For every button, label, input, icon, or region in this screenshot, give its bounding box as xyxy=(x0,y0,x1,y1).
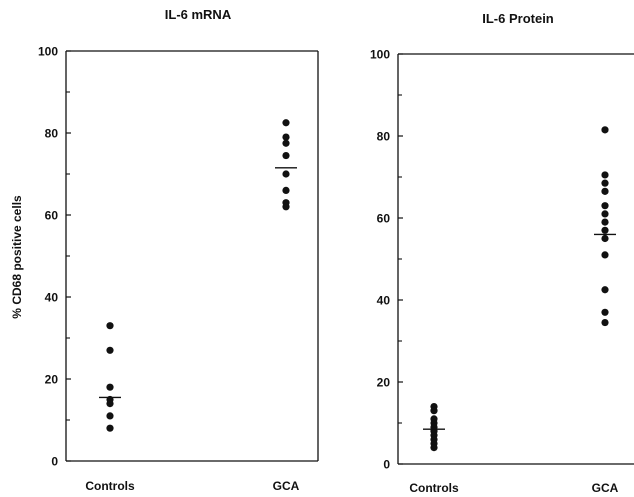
y-tick-label: 40 xyxy=(377,294,391,308)
data-point xyxy=(282,119,290,127)
chart-panel-il6-mrna: IL-6 mRNA 0 20 40 60 80 100 Controls GCA xyxy=(38,7,319,493)
data-point xyxy=(106,383,114,391)
y-tick-label: 0 xyxy=(383,458,390,472)
y-tick-label: 100 xyxy=(370,48,390,62)
y-tick-label: 20 xyxy=(45,373,59,387)
data-point xyxy=(601,187,609,195)
data-point xyxy=(601,226,609,234)
y-tick-label: 80 xyxy=(377,130,391,144)
y-axis-label: % CD68 positive cells xyxy=(10,195,24,319)
data-point xyxy=(601,318,609,327)
data-point xyxy=(282,151,290,160)
x-category-label: GCA xyxy=(592,481,619,495)
data-point xyxy=(601,126,609,134)
data-point xyxy=(282,203,290,211)
chart-title: IL-6 mRNA xyxy=(165,7,232,22)
data-point xyxy=(106,424,114,432)
y-tick-label: 100 xyxy=(38,45,58,59)
chart-panel-il6-protein: IL-6 Protein 0 20 40 60 80 100 Controls GCA xyxy=(370,11,634,495)
data-point xyxy=(601,179,609,187)
plot-marks: 0 20 40 60 80 100 Controls GCA xyxy=(38,45,319,493)
data-point xyxy=(601,171,609,179)
data-point xyxy=(282,133,290,141)
data-point xyxy=(106,412,114,420)
data-point xyxy=(106,322,114,330)
x-category-label: Controls xyxy=(85,479,135,493)
chart-title: IL-6 Protein xyxy=(482,11,554,26)
data-point xyxy=(282,186,290,194)
data-point xyxy=(106,346,114,354)
data-point xyxy=(282,139,290,147)
y-tick-label: 60 xyxy=(377,212,391,226)
y-tick-label: 20 xyxy=(377,376,391,390)
y-tick-label: 60 xyxy=(45,209,59,223)
data-point xyxy=(430,407,438,415)
data-point xyxy=(601,286,609,294)
y-tick-label: 80 xyxy=(45,127,59,141)
y-tick-label: 40 xyxy=(45,291,59,305)
data-point xyxy=(430,444,438,452)
data-point xyxy=(601,234,609,243)
data-point xyxy=(601,251,609,259)
plot-marks: 0 20 40 60 80 100 Controls GCA xyxy=(370,48,634,495)
data-point xyxy=(601,202,609,210)
data-point xyxy=(282,170,290,178)
data-point xyxy=(106,400,114,408)
data-point xyxy=(601,218,609,226)
data-point xyxy=(601,308,609,316)
x-category-label: GCA xyxy=(273,479,300,493)
data-point xyxy=(601,210,609,218)
y-tick-label: 0 xyxy=(51,455,58,469)
x-category-label: Controls xyxy=(409,481,459,495)
